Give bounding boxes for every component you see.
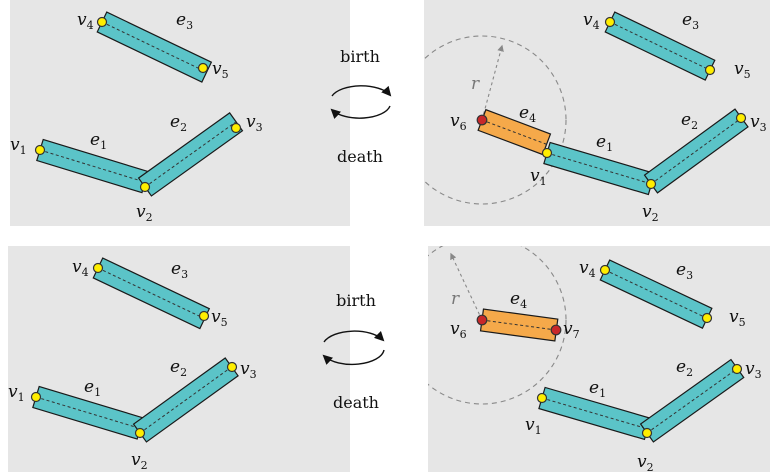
label-v5: v5 (734, 59, 751, 81)
vertex-v5 (198, 310, 210, 322)
radius-arrow-bottom (450, 252, 483, 321)
arrow-birth-top (331, 85, 392, 97)
label-v2: v2 (136, 202, 153, 224)
transition-top: birth death (330, 47, 392, 166)
label-birth-top: birth (340, 47, 380, 66)
radius-arrow-top (481, 44, 504, 121)
label-v1: v1 (525, 415, 542, 437)
vertex-v3 (731, 363, 743, 375)
label-e2: e2 (676, 357, 693, 379)
label-v4: v4 (72, 257, 89, 279)
vertex-v2 (645, 178, 657, 190)
label-e1: e1 (589, 378, 606, 400)
label-v3: v3 (745, 359, 762, 381)
radius-circle-bottom (428, 246, 567, 405)
vertex-v4 (599, 264, 611, 276)
vertex-v4 (92, 262, 104, 274)
vertex-v5 (704, 64, 716, 76)
panel-top-left (10, 0, 350, 226)
vertex-v2 (134, 427, 146, 439)
arrow-death-bottom (322, 349, 385, 366)
label-r-top: r (471, 74, 480, 94)
vertex-v1 (536, 392, 548, 404)
label-v5: v5 (212, 59, 229, 81)
vertex-v5 (701, 312, 713, 324)
vertex-v5 (197, 62, 209, 74)
vertex-v2 (641, 427, 653, 439)
panel-top-right (424, 0, 770, 226)
vertex-v1 (30, 391, 42, 403)
label-v7: v7 (563, 319, 580, 341)
label-v5: v5 (211, 307, 228, 329)
label-v1: v1 (530, 166, 547, 188)
vertex-v3 (735, 112, 747, 124)
label-e4: e4 (519, 103, 536, 125)
label-v6: v6 (450, 111, 467, 133)
vertex-v2 (139, 181, 151, 193)
config-top-right: r v4 e3 v5 v6 e4 e1 e2 (424, 10, 767, 224)
radius-circle-top (424, 35, 567, 205)
arrow-death-top (330, 105, 391, 119)
vertex-v1 (34, 144, 46, 156)
label-v3: v3 (240, 359, 257, 381)
label-v1: v1 (10, 135, 27, 157)
label-e2: e2 (170, 112, 187, 134)
arrow-birth-bottom (323, 330, 385, 343)
vertex-v4 (96, 16, 108, 28)
label-r-bottom: r (451, 289, 460, 309)
label-v4: v4 (77, 10, 94, 32)
label-e3: e3 (676, 260, 693, 282)
transition-bottom: birth death (322, 291, 385, 412)
label-death-bottom: death (333, 393, 379, 412)
vertex-v1 (541, 147, 553, 159)
label-v2: v2 (637, 452, 654, 474)
config-top-left: v4 v5 e3 v1 e1 e2 v3 v2 (10, 10, 263, 224)
label-e1: e1 (84, 377, 101, 399)
label-v2: v2 (131, 450, 148, 472)
label-v1: v1 (8, 382, 25, 404)
label-birth-bottom: birth (336, 291, 376, 310)
vertex-v6 (476, 314, 488, 326)
panel-bottom-right (428, 246, 770, 472)
vertex-v3 (230, 122, 242, 134)
vertex-v6 (476, 114, 488, 126)
label-v2: v2 (642, 202, 659, 224)
label-v4: v4 (583, 10, 600, 32)
panel-bottom-left (8, 246, 350, 472)
label-e2: e2 (170, 357, 187, 379)
config-bottom-right: r v4 e3 v5 e4 v6 v7 e1 e2 v3 (428, 246, 762, 474)
label-v3: v3 (246, 112, 263, 134)
label-e4: e4 (510, 289, 527, 311)
label-e3: e3 (171, 259, 188, 281)
label-e3: e3 (682, 10, 699, 32)
label-v3: v3 (750, 112, 767, 134)
label-v5: v5 (729, 307, 746, 329)
vertex-v3 (226, 361, 238, 373)
label-death-top: death (337, 147, 383, 166)
label-v6: v6 (450, 319, 467, 341)
label-e1: e1 (596, 132, 613, 154)
label-e3: e3 (176, 10, 193, 32)
label-e1: e1 (90, 130, 107, 152)
label-e2: e2 (681, 110, 698, 132)
vertex-v7 (550, 324, 562, 336)
config-bottom-left: v4 e3 v5 v1 e1 e2 v3 v2 (8, 257, 257, 472)
vertex-v4 (604, 16, 616, 28)
label-v4: v4 (579, 258, 596, 280)
